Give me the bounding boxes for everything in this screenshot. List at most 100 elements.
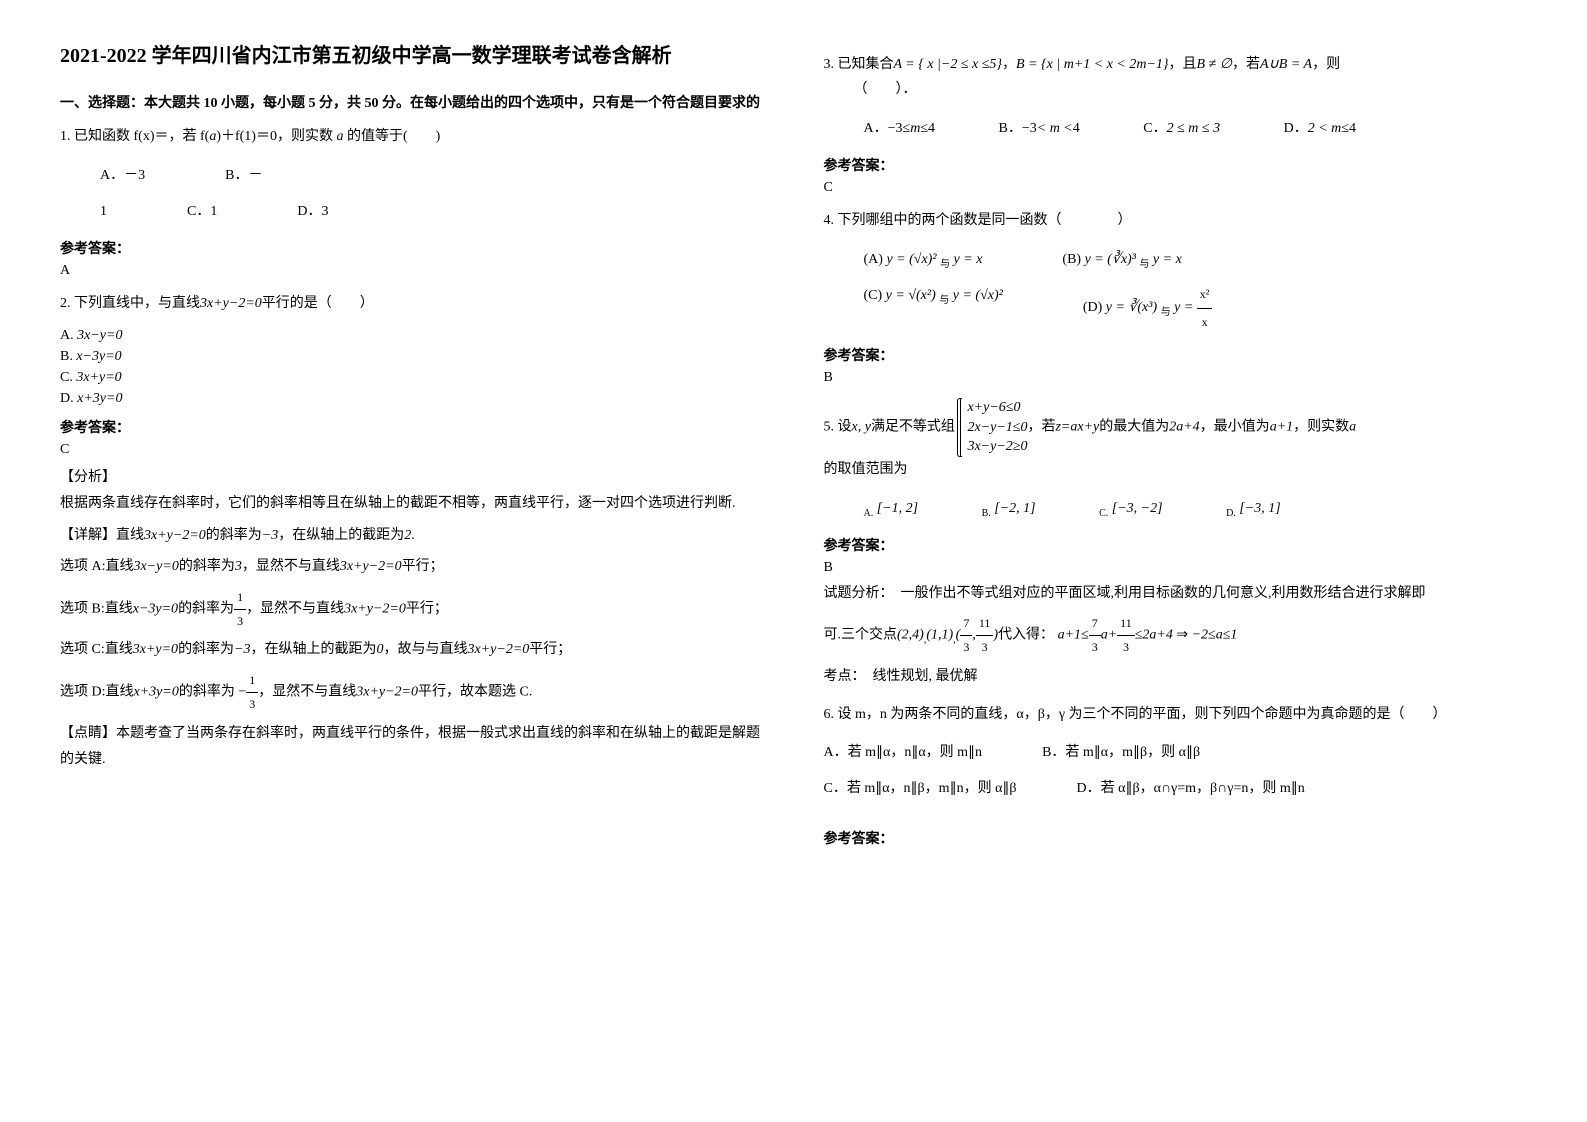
q2-lC-end2: ，故与与直线 [384,642,468,657]
q5-pt3-f1: 73 [960,612,972,659]
q2-detail-label: 【详解】直线 [60,528,144,543]
q5-pt3-f2: 113 [976,612,994,659]
q2-lA-eq: 3x−y=0 [134,559,179,574]
q3-c3: ，若 [1232,57,1260,72]
q5-a2-prefix: 可.三个交点 [824,628,898,643]
q5-pt1: (2,4) [897,628,924,643]
q3-optA: A．−3≤ [864,121,911,136]
q2-answer: C [60,442,764,458]
exam-page: 2021-2022 学年四川省内江市第五初级中学高一数学理联考试卷含解析 一、选… [60,40,1527,853]
exam-title: 2021-2022 学年四川省内江市第五初级中学高一数学理联考试卷含解析 [60,40,764,72]
q2-lB-final: 平行； [406,601,448,616]
q3-end: ，则 [1312,57,1340,72]
q3-optA-e: ≤4 [920,121,935,136]
q2-lC-slope: −3 [234,642,250,657]
section-1-header: 一、选择题：本大题共 10 小题，每小题 5 分，共 50 分。在每小题给出的四… [60,92,764,112]
q5-B: [−2, 1] [994,501,1035,516]
q5-if2: 113 [1117,612,1135,659]
q5-pt3-d2: 3 [976,636,994,659]
q2-lA-end: ，显然不与直线 [242,559,340,574]
q4-D-num: x² [1197,281,1213,308]
q3-stem: 3. 已知集合 [824,57,894,72]
q4-D-rhs-p: y = [1174,300,1197,315]
q2-d1-eq: 3x+y−2=0 [144,528,206,543]
q2-lA-mid: 的斜率为 [179,559,235,574]
q3-c2: ，且 [1169,57,1197,72]
q6-answer-label: 参考答案： [824,828,1528,848]
q2-lA-eq2: 3x+y−2=0 [340,559,402,574]
q4-D-label: (D) [1083,300,1102,315]
q5-max: 2a+4 [1169,420,1199,435]
q3-optD-e: 2 < m [1308,121,1342,136]
q2-lB-end: ，显然不与直线 [246,601,344,616]
q5-system: x+y−6≤0 2x−y−1≤0 3x−y−2≥0 [960,398,1027,457]
q5-D-l: D. [1226,508,1236,519]
q5-if1-d: 3 [1089,636,1101,659]
q3-optD: D． [1284,121,1308,136]
q5-if2-n: 11 [1117,612,1135,636]
q2-lD-den: 3 [246,693,258,716]
q5-A-l: A. [864,508,874,519]
q2-optA-label: A. [60,328,74,343]
q4-options: (A) y = (√x)² 与 y = x (B) y = (∛x)³ 与 y … [864,245,1528,335]
question-2: 2. 下列直线中，与直线3x+y−2=0平行的是（ ） [60,291,764,316]
q2-lineC: 选项 C:直线3x+y=0的斜率为−3，在纵轴上的截距为0，故与与直线3x+y−… [60,637,764,664]
q2-point: 【点睛】本题考查了当两条存在斜率时，两直线平行的条件，根据一般式求出直线的斜率和… [60,721,764,774]
q2-lD-mid: 的斜率为 [179,684,239,699]
q2-lA-slope: 3 [235,559,242,574]
q2-answer-label: 参考答案： [60,417,764,437]
q4-A-with: 与 [940,259,950,270]
q3-answer-label: 参考答案： [824,155,1528,175]
q2-lA-prefix: 选项 A:直线 [60,559,134,574]
q2-lB-den: 3 [234,610,246,633]
q1-opt-d: D．3 [297,197,328,228]
question-5: 5. 设x, y满足不等式组 x+y−6≤0 2x−y−1≤0 3x−y−2≥0… [824,398,1528,482]
q2-optA-eq: 3x−y=0 [77,328,122,343]
q4-D-frac: x²x [1197,281,1213,335]
q5-D: [−3, 1] [1239,501,1280,516]
q3-optB: B．−3 [999,121,1037,136]
q2-lD-eq: x+3y=0 [134,684,179,699]
q5-arrow: ⇒ [1176,628,1188,643]
q4-B-label: (B) [1062,252,1081,267]
q5-C-l: C. [1099,508,1108,519]
q5-min: a+1 [1270,420,1293,435]
q5-zdef: z=ax+y [1055,420,1099,435]
q2-stem: 2. 下列直线中，与直线 [60,296,200,311]
q4-D-with: 与 [1161,307,1171,318]
q5-sys3: 3x−y−2≥0 [967,437,1027,457]
q6-options: A．若 m∥α，n∥α，则 m∥nB．若 m∥α，m∥β，则 α∥β C．若 m… [824,740,1528,803]
q6-optA: A．若 m∥α，n∥α，则 m∥n [824,740,983,767]
q5-analysis: 试题分析： 一般作出不等式组对应的平面区域,利用目标函数的几何意义,利用数形结合… [824,581,1528,608]
q3-answer: C [824,180,1528,196]
q1-options: A．－3 B．－ 1 C．1 D．3 [100,161,764,228]
q2-optB-label: B. [60,349,73,364]
q6-optB: B．若 m∥α，m∥β，则 α∥β [1042,740,1200,767]
q5-C: [−3, −2] [1112,501,1163,516]
q5-sys1: x+y−6≤0 [967,398,1027,418]
q5-options: A. [−1, 2] B. [−2, 1] C. [−3, −2] D. [−3… [864,494,1528,525]
q5-pt3-n2: 11 [976,612,994,636]
q4-B-with: 与 [1139,259,1149,270]
q2-lineA: 选项 A:直线3x−y=0的斜率为3，显然不与直线3x+y−2=0平行； [60,554,764,581]
q3-cond2: A∪B = A [1260,57,1312,72]
q2-optC-label: C. [60,370,73,385]
question-1: 1. 已知函数 f(x)＝，若 f(a)＋f(1)＝0，则实数 a 的值等于( … [60,124,764,149]
q2-d1-mid: 的斜率为 [206,528,262,543]
question-6: 6. 设 m，n 为两条不同的直线，α，β，γ 为三个不同的平面，则下列四个命题… [824,702,1528,727]
q2-d1-end: ，在纵轴上的截距为 [278,528,404,543]
q5-result: −2≤a≤1 [1192,628,1238,643]
q4-A-rhs: y = x [954,252,983,267]
q4-D-den: x [1197,309,1213,335]
q3-setA: A = { x |−2 ≤ x ≤5} [894,57,1003,72]
q3-optA-v: m [910,121,920,136]
q1-stem-end: 的值等于( ) [343,129,440,144]
q3-paren: （ ）． [854,77,1528,102]
q5-pt2: (1,1) [926,628,953,643]
q2-stem-end: 平行的是（ ） [262,296,374,311]
q3-cond1: B ≠ ∅ [1197,57,1232,72]
q2-lD-frac: 13 [246,669,258,716]
q5-pt3-n1: 7 [960,612,972,636]
q5-mid: 满足不等式组 [871,420,955,435]
q4-A-label: (A) [864,252,883,267]
